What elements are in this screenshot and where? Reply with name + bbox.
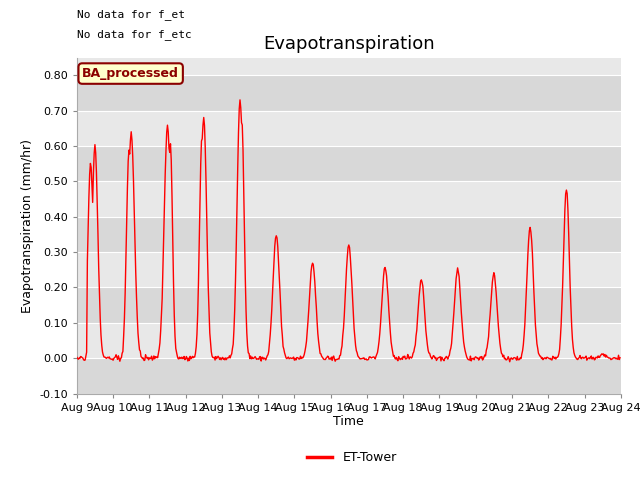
X-axis label: Time: Time [333,415,364,429]
Bar [77,358,621,394]
Text: No data for f_etc: No data for f_etc [77,29,191,40]
Bar [77,75,621,111]
Title: Evapotranspiration: Evapotranspiration [263,35,435,53]
Bar [77,252,621,288]
Text: No data for f_et: No data for f_et [77,9,185,20]
Bar [77,111,621,146]
Bar [77,217,621,252]
Bar [77,323,621,358]
Legend: ET-Tower: ET-Tower [302,446,402,469]
Bar [77,181,621,217]
Y-axis label: Evapotranspiration (mm/hr): Evapotranspiration (mm/hr) [20,139,33,312]
Text: BA_processed: BA_processed [83,67,179,80]
Bar [77,288,621,323]
Bar [77,146,621,181]
